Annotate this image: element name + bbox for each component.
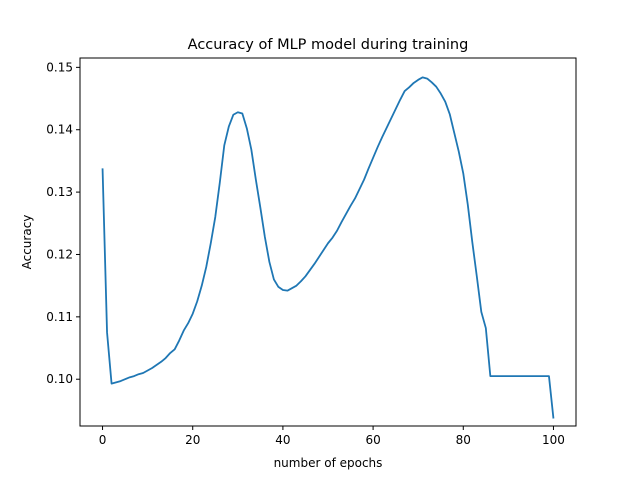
x-axis-ticks: 0 20 40 60 80 100	[99, 426, 565, 447]
y-tick-label: 0.10	[46, 372, 73, 386]
x-tick-label: 20	[185, 433, 200, 447]
y-tick-label: 0.15	[46, 60, 73, 74]
x-tick-label: 40	[275, 433, 290, 447]
y-tick-label: 0.12	[46, 247, 73, 261]
x-tick-label: 0	[99, 433, 107, 447]
y-axis-ticks: 0.10 0.11 0.12 0.13 0.14 0.15	[46, 60, 80, 386]
x-tick-label: 60	[365, 433, 380, 447]
y-tick-label: 0.14	[46, 123, 73, 137]
chart-title: Accuracy of MLP model during training	[188, 37, 469, 53]
y-axis-label: Accuracy	[20, 215, 34, 270]
y-tick-label: 0.11	[46, 310, 73, 324]
x-tick-label: 80	[456, 433, 471, 447]
y-tick-label: 0.13	[46, 185, 73, 199]
x-tick-label: 100	[542, 433, 565, 447]
x-axis-label: number of epochs	[274, 456, 383, 470]
plot-area-frame	[79, 57, 577, 427]
accuracy-series-line	[101, 76, 555, 419]
